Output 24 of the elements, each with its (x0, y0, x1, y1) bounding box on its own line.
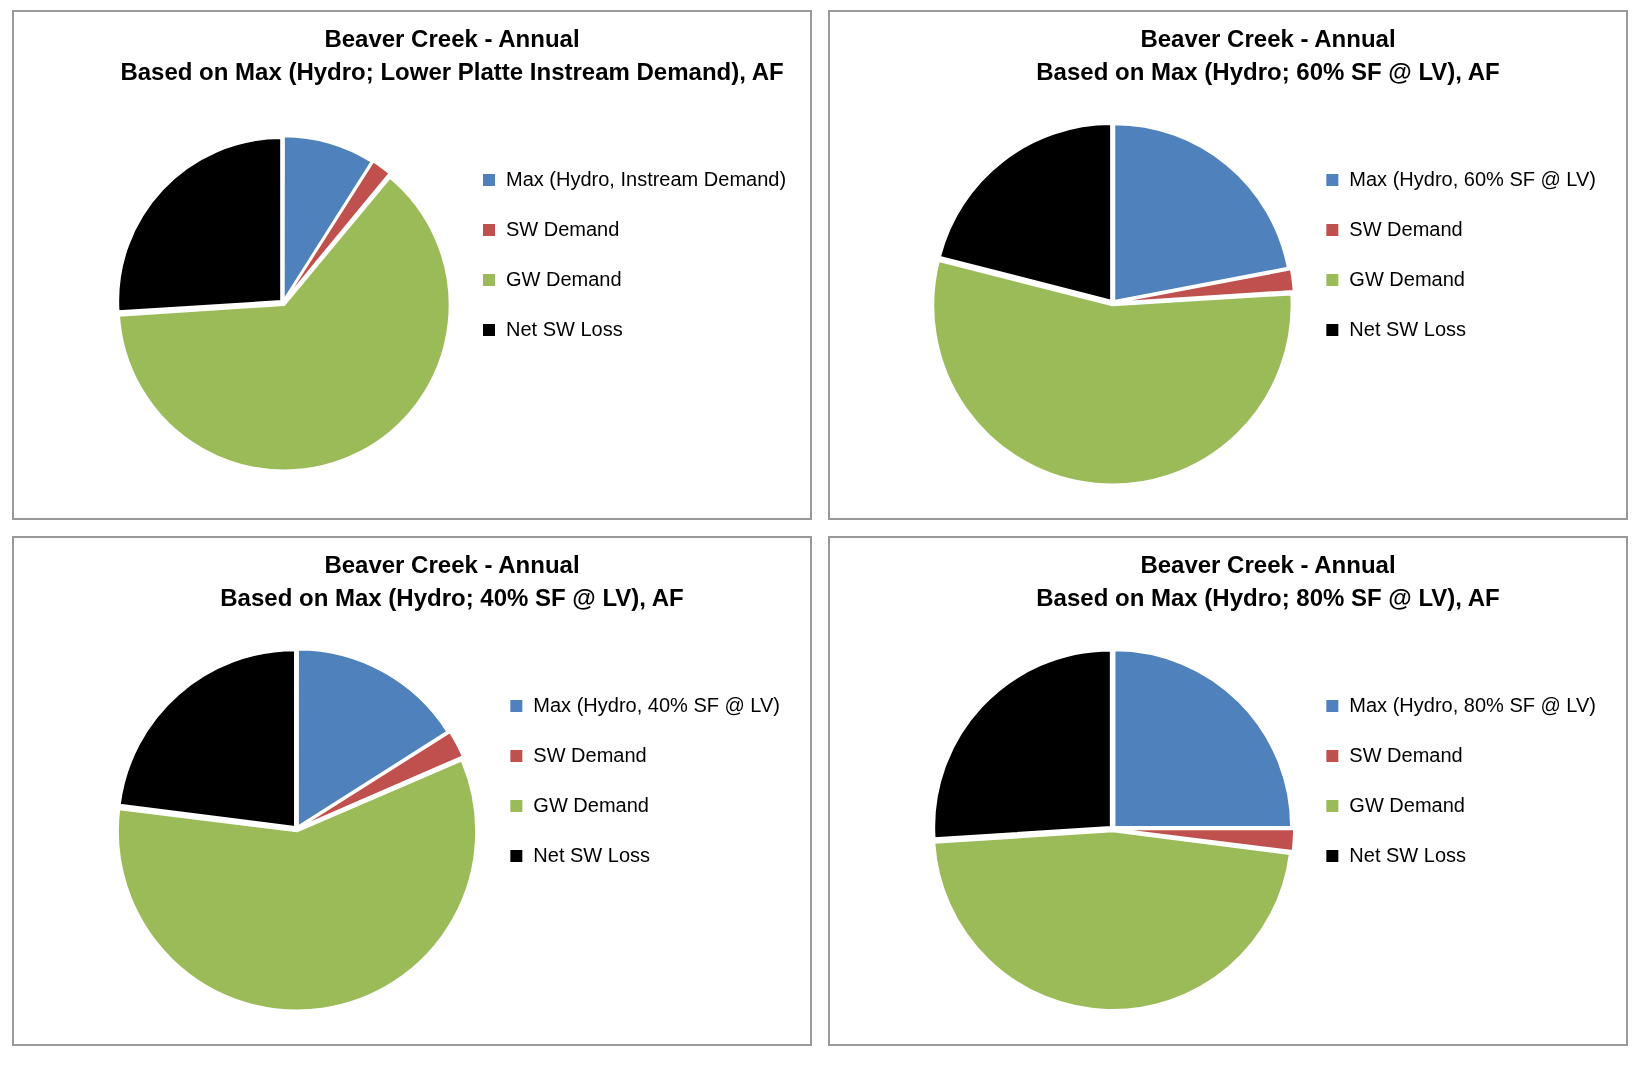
legend-label: GW Demand (506, 267, 622, 290)
chart-subtitle: Based on Max (Hydro; 80% SF @ LV), AF (1036, 583, 1500, 611)
legend-label: Max (Hydro, 60% SF @ LV) (1349, 167, 1597, 190)
legend-label: GW Demand (1349, 267, 1465, 290)
chart-subtitle: Based on Max (Hydro; Lower Platte Instream Demand), AF (120, 57, 784, 85)
legend-label: Net SW Loss (1349, 843, 1467, 866)
legend-label: SW Demand (1349, 217, 1463, 240)
legend-label: GW Demand (533, 793, 649, 816)
legend-label: Net SW Loss (533, 843, 651, 866)
legend-label: SW Demand (533, 743, 647, 766)
legend-label: Max (Hydro, 80% SF @ LV) (1349, 693, 1597, 716)
chart-title: Beaver Creek - Annual (1140, 25, 1396, 53)
chart-title: Beaver Creek - Annual (1140, 551, 1396, 579)
legend-label: Net SW Loss (1349, 317, 1467, 340)
legend-label: SW Demand (506, 217, 620, 240)
chart-title: Beaver Creek - Annual (324, 551, 580, 579)
legend-label: GW Demand (1349, 793, 1465, 816)
legend-label: Max (Hydro, Instream Demand) (506, 167, 787, 190)
chart-subtitle: Based on Max (Hydro; 40% SF @ LV), AF (220, 583, 684, 611)
legend-label: Net SW Loss (506, 317, 623, 340)
chart-title: Beaver Creek - Annual (324, 25, 580, 53)
legend-label: Max (Hydro, 40% SF @ LV) (533, 693, 781, 716)
legend-label: SW Demand (1349, 743, 1463, 766)
chart-subtitle: Based on Max (Hydro; 60% SF @ LV), AF (1036, 57, 1500, 85)
